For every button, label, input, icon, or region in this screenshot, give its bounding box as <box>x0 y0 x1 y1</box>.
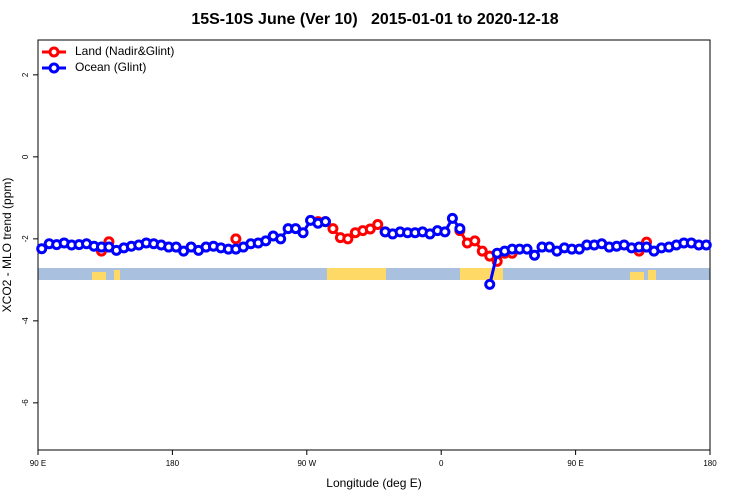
land-band <box>114 270 120 280</box>
y-tick-label: -6 <box>21 399 30 407</box>
y-tick-label: -4 <box>21 317 30 325</box>
point <box>36 243 48 255</box>
point <box>364 223 376 235</box>
y-tick-label: 2 <box>21 72 30 77</box>
point <box>372 219 384 230</box>
legend-marker <box>48 46 60 58</box>
land-band <box>92 272 106 280</box>
y-tick-label: 0 <box>21 154 30 159</box>
x-tick-label: 180 <box>166 459 180 468</box>
point <box>454 223 466 235</box>
land-band <box>648 270 656 280</box>
point <box>439 226 451 238</box>
land-band <box>327 268 386 280</box>
point <box>342 233 354 245</box>
point <box>484 278 496 290</box>
land-band <box>630 272 644 280</box>
y-tick-label: -2 <box>21 235 30 243</box>
point <box>469 235 481 247</box>
point <box>327 223 339 235</box>
point <box>521 243 533 255</box>
point <box>529 249 541 261</box>
x-tick-label: 90 W <box>297 459 316 468</box>
chart-title: 15S-10S June (Ver 10) 2015-01-01 to 2020… <box>191 11 558 28</box>
x-tick-label: 180 <box>703 459 717 468</box>
x-tick-label: 90 E <box>567 459 583 468</box>
x-tick-label: 0 <box>439 459 444 468</box>
surface-band <box>38 268 710 280</box>
point <box>700 239 712 251</box>
point <box>230 233 242 245</box>
point <box>446 212 458 224</box>
legend-marker <box>48 62 60 74</box>
point <box>297 227 309 239</box>
legend-label: Land (Nadir&Glint) <box>75 44 174 58</box>
legend-label: Ocean (Glint) <box>75 60 146 74</box>
point <box>260 235 272 247</box>
x-tick-label: 90 E <box>30 459 46 468</box>
point <box>275 233 287 245</box>
x-axis-label: Longitude (deg E) <box>326 476 421 490</box>
land-band <box>460 268 503 280</box>
point <box>319 216 331 228</box>
point <box>476 245 488 257</box>
y-axis-label: XCO2 - MLO trend (ppm) <box>0 178 14 313</box>
